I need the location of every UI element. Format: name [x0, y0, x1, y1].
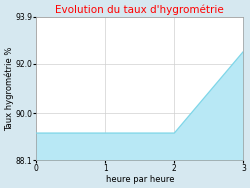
X-axis label: heure par heure: heure par heure [106, 175, 174, 184]
Y-axis label: Taux hygrométrie %: Taux hygrométrie % [4, 46, 14, 131]
Title: Evolution du taux d'hygrométrie: Evolution du taux d'hygrométrie [56, 4, 224, 15]
